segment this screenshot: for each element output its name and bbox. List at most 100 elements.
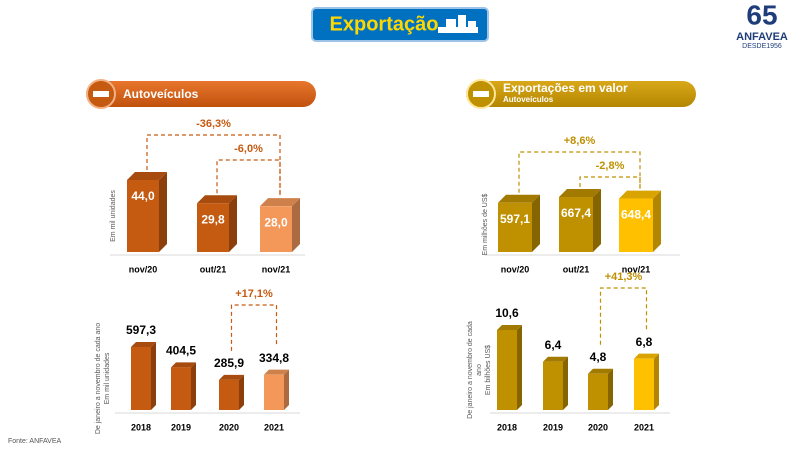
x-tick-label: 2019 — [171, 422, 191, 432]
source: Fonte: ANFAVEA — [8, 438, 62, 445]
bar-top — [171, 362, 196, 368]
bar-side — [608, 368, 613, 410]
annotation-bracket — [230, 304, 278, 351]
bar — [197, 203, 229, 252]
y-axis-label: Em milhões de US$ — [482, 193, 489, 255]
bar — [260, 206, 292, 252]
panel-header — [86, 81, 316, 107]
bar — [264, 374, 284, 410]
bar-top — [260, 198, 300, 207]
panel-header — [466, 81, 696, 107]
annotation-label: -2,8% — [596, 160, 625, 172]
x-tick-label: nov/21 — [262, 264, 291, 274]
bar — [131, 347, 151, 410]
annotation-label: -36,3% — [196, 118, 231, 130]
y-axis-label: De janeiro a novembro de cada — [467, 321, 474, 419]
value-label: 404,5 — [166, 344, 196, 358]
y-axis-label: De janeiro a novembro de cada ano — [95, 323, 102, 434]
bar — [219, 379, 239, 410]
bar-side — [653, 190, 661, 252]
bar — [543, 361, 563, 410]
x-tick-label: 2020 — [588, 422, 608, 432]
bar-side — [191, 362, 196, 410]
x-tick-label: 2018 — [131, 422, 151, 432]
bar-side — [517, 325, 522, 410]
x-tick-label: nov/20 — [129, 264, 158, 274]
value-label: 597,1 — [500, 212, 530, 226]
bar — [127, 180, 159, 252]
y-axis-label: Em mil unidades — [104, 352, 111, 404]
value-label: 28,0 — [264, 215, 288, 229]
panel-title: Autoveículos — [123, 87, 199, 101]
bar-top — [219, 374, 244, 380]
bar-top — [498, 194, 540, 203]
x-tick-label: out/21 — [200, 264, 227, 274]
bar-side — [563, 356, 568, 410]
bar — [497, 330, 517, 410]
annotation-label: +41,3% — [605, 271, 643, 283]
panel-subtitle: Autoveículos — [503, 95, 554, 104]
header-title: Exportação — [330, 13, 439, 35]
icon-shape — [473, 91, 489, 97]
bar-top — [543, 356, 568, 362]
bar-side — [593, 189, 601, 252]
bar-top — [127, 172, 167, 180]
bar — [619, 198, 653, 252]
x-tick-label: 2019 — [543, 422, 563, 432]
ship-icon — [438, 15, 478, 33]
value-label: 4,8 — [590, 350, 607, 364]
value-label: 6,4 — [545, 338, 562, 352]
bar — [171, 367, 191, 410]
bar-top — [559, 189, 601, 197]
icon-shape — [93, 91, 109, 97]
x-tick-label: nov/21 — [622, 264, 651, 274]
y-axis-label: Em bilhões US$ — [485, 345, 492, 395]
bar-top — [131, 342, 156, 347]
annotation-bracket — [216, 159, 281, 197]
annotation-label: -6,0% — [234, 143, 263, 155]
y-axis-label: ano — [476, 364, 483, 376]
logo-name: ANFAVEA — [736, 31, 788, 43]
bar-side — [151, 342, 156, 410]
value-label: 29,8 — [201, 212, 225, 226]
x-tick-label: out/21 — [563, 264, 590, 274]
annotation-label: +8,6% — [564, 135, 596, 147]
value-label: 44,0 — [131, 189, 155, 203]
bar-side — [229, 195, 237, 252]
annotation-bracket — [599, 287, 648, 345]
value-label: 6,8 — [636, 335, 653, 349]
x-tick-label: 2018 — [497, 422, 517, 432]
bar-top — [588, 368, 613, 374]
x-tick-label: 2021 — [264, 422, 284, 432]
bar-side — [159, 172, 167, 252]
bar-top — [619, 190, 661, 199]
annotation-label: +17,1% — [235, 288, 273, 300]
value-label: 285,9 — [214, 356, 244, 370]
panel-title: Exportações em valor — [503, 81, 628, 95]
x-tick-label: nov/20 — [501, 264, 530, 274]
x-tick-label: 2021 — [634, 422, 654, 432]
x-tick-label: 2020 — [219, 422, 239, 432]
value-label: 648,4 — [621, 208, 651, 222]
bar — [498, 202, 532, 252]
bar-top — [264, 369, 289, 375]
bar-top — [197, 195, 237, 204]
logo-number: 65 — [746, 0, 777, 30]
value-label: 667,4 — [561, 206, 591, 220]
annotation-bracket — [518, 151, 641, 193]
logo-since: DESDE1956 — [742, 43, 782, 50]
value-label: 597,3 — [126, 323, 156, 337]
annotation-bracket — [579, 176, 641, 189]
bar — [634, 358, 654, 410]
bar-top — [497, 325, 522, 330]
bar-side — [654, 353, 659, 410]
bar-side — [292, 198, 300, 252]
bar — [559, 197, 593, 252]
bar-side — [532, 194, 540, 252]
bar-top — [634, 353, 659, 359]
bar — [588, 373, 608, 410]
y-axis-label: Em mil unidades — [110, 190, 117, 242]
bar-side — [239, 374, 244, 410]
value-label: 10,6 — [495, 306, 519, 320]
